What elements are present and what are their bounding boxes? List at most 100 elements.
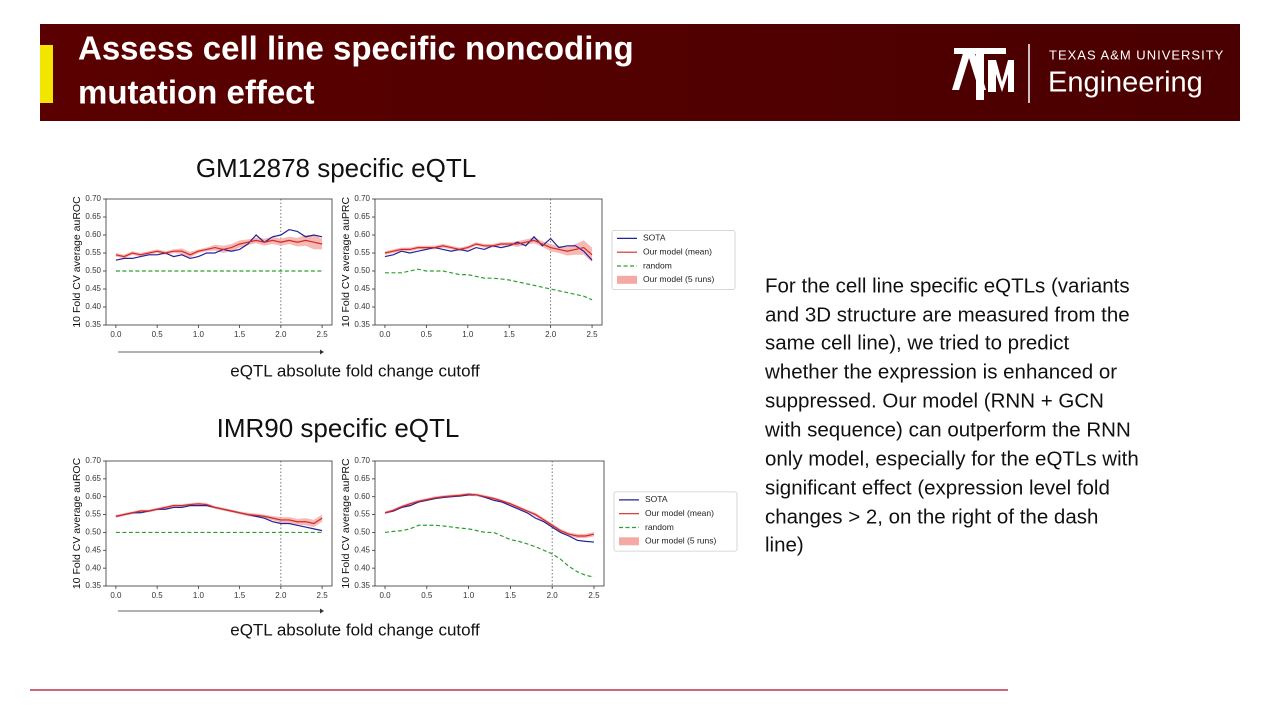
y-tick-label: 0.55 [85,248,101,257]
y-tick-label: 0.70 [85,456,101,465]
series-line [384,493,595,537]
x-tick-label: 1.5 [504,330,516,339]
legend-label: Our model (5 runs) [643,274,714,284]
text-line: same cell line), we tried to predict [765,331,1070,354]
series-line [115,503,323,525]
header-band [40,24,1240,121]
x-axis-label: eQTL absolute fold change cutoff [230,620,480,639]
y-tick-label: 0.40 [354,563,370,572]
text-line: suppressed. Our model (RNN + GCN [765,389,1104,412]
plot-area [374,198,603,326]
y-tick-label: 0.50 [85,266,101,275]
y-tick-label: 0.60 [354,492,370,501]
legend-swatch [617,275,637,284]
university-name: TEXAS A&M UNIVERSITY [1049,47,1224,62]
panel-title: GM12878 specific eQTL [196,153,476,183]
y-tick-label: 0.60 [354,230,370,239]
x-tick-label: 2.5 [317,591,329,600]
x-tick-label: 0.0 [379,330,391,339]
legend-label: Our model (mean) [643,246,712,256]
x-tick-label: 0.5 [421,330,433,339]
legend: SOTA Our model (mean) random Our model (5 r… [611,229,736,290]
plot-area [105,198,333,326]
y-axis-label: 10 Fold CV average auROC [71,196,83,328]
plot: 0.35 0.40 0.45 0.50 0.55 0.60 0.65 0.70 0.0 0.5 1.… [340,194,736,339]
x-tick-label: 1.5 [234,591,246,600]
legend-label: random [643,260,672,270]
y-tick-label: 0.65 [354,212,370,221]
logo-mark [952,48,1014,100]
y-tick-label: 0.35 [85,320,101,329]
axis-arrow-head [320,349,324,355]
legend-label: random [645,522,674,532]
y-tick-label: 0.50 [354,266,370,275]
body-text: For the cell line specific eQTLs (varian… [764,274,1139,556]
accent-bar [40,45,53,103]
axis-arrow-head [320,608,324,614]
x-tick-label: 2.5 [586,330,598,339]
text-line: whether the expression is enhanced or [764,360,1117,383]
y-tick-label: 0.55 [85,510,101,519]
series-line [384,524,595,578]
slide-title: mutation effect [78,74,315,111]
x-tick-label: 0.0 [110,591,122,600]
y-tick-label: 0.50 [85,528,101,537]
x-tick-label: 1.5 [234,330,246,339]
y-tick-label: 0.40 [85,563,101,572]
y-axis-label: 10 Fold CV average auPRC [340,197,352,328]
y-tick-label: 0.40 [354,302,370,311]
x-tick-label: 1.5 [505,591,517,600]
y-axis-label: 10 Fold CV average auROC [71,457,83,589]
legend-box [613,491,738,552]
x-tick-label: 0.0 [379,591,391,600]
legend-label: Our model (mean) [645,508,714,518]
plot: 0.35 0.40 0.45 0.50 0.55 0.60 0.65 0.70 0.0 0.5 1.… [340,456,738,600]
y-tick-label: 0.45 [85,284,101,293]
x-tick-label: 1.0 [193,591,205,600]
legend: SOTA Our model (mean) random Our model (5 r… [613,491,738,552]
panel-title: IMR90 specific eQTL [217,413,460,443]
x-tick-label: 0.5 [152,330,164,339]
series-line [384,268,593,301]
y-tick-label: 0.65 [354,474,370,483]
x-tick-label: 2.5 [588,591,600,600]
series-line [115,239,323,258]
slide-title: Assess cell line specific noncoding [78,30,634,67]
text-line: and 3D structure are measured from the [765,303,1130,326]
text-line: line) [765,533,804,556]
y-tick-label: 0.55 [354,248,370,257]
y-tick-label: 0.55 [354,510,370,519]
x-tick-label: 2.0 [275,591,287,600]
y-tick-label: 0.40 [85,302,101,311]
text-line: only model, especially for the eQTLs wit… [765,447,1139,470]
x-tick-label: 0.5 [152,591,164,600]
x-tick-label: 1.0 [193,330,205,339]
text-line: significant effect (expression level fol… [765,476,1110,499]
x-axis-label: eQTL absolute fold change cutoff [230,361,480,380]
legend-label: Our model (5 runs) [645,536,716,546]
legend-label: SOTA [643,233,666,243]
x-tick-label: 2.0 [547,591,559,600]
y-tick-label: 0.60 [85,230,101,239]
plot: 0.35 0.40 0.45 0.50 0.55 0.60 0.65 0.70 0.0 0.5 1.… [71,194,333,339]
uncertainty-band [385,492,594,539]
plot-area [374,460,605,587]
y-tick-label: 0.60 [85,492,101,501]
series-line [115,228,323,261]
x-tick-label: 0.5 [421,591,433,600]
series-line [384,494,595,543]
y-tick-label: 0.70 [85,194,101,203]
y-tick-label: 0.45 [354,284,370,293]
plot: 0.35 0.40 0.45 0.50 0.55 0.60 0.65 0.70 0.0 0.5 1.… [71,456,333,600]
y-tick-label: 0.35 [354,320,370,329]
series-line [384,239,593,256]
x-tick-label: 2.5 [317,330,329,339]
text-line: changes > 2, on the right of the dash [765,505,1098,528]
y-tick-label: 0.65 [85,474,101,483]
y-tick-label: 0.70 [354,456,370,465]
y-tick-label: 0.50 [354,528,370,537]
legend-swatch [619,537,639,546]
y-axis-label: 10 Fold CV average auPRC [340,458,352,589]
legend-box [611,229,736,290]
